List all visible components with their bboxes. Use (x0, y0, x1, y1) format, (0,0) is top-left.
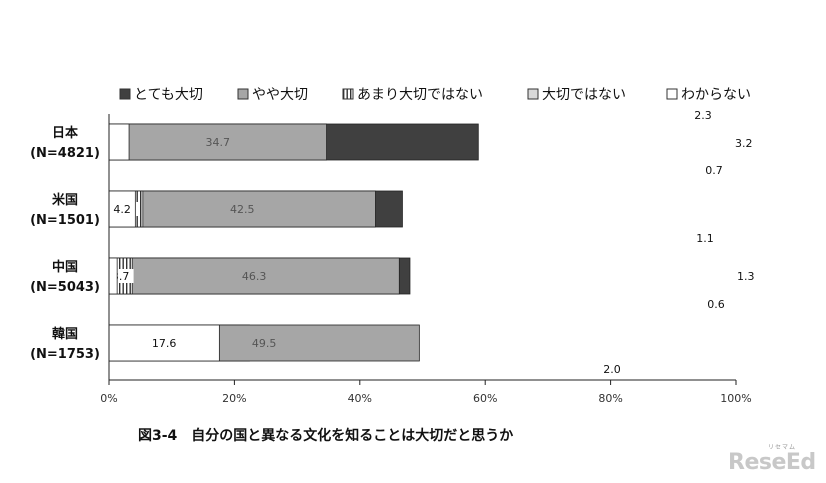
legend-label: やや大切 (252, 87, 308, 103)
category-label: 韓国 (52, 326, 78, 342)
data-label: 34.7 (206, 136, 231, 149)
x-tick-label: 60% (473, 392, 497, 405)
category-n-label: (N=4821) (30, 146, 100, 161)
x-tick-label: 0% (100, 392, 117, 405)
category-label: 中国 (52, 259, 78, 275)
legend-label: わからない (681, 87, 751, 103)
x-tick-label: 20% (222, 392, 246, 405)
legend-label: あまり大切ではない (357, 87, 483, 103)
data-label: 2.3 (694, 109, 712, 122)
category-labels: 日本 (N=4821) 米国 (N=1501) 中国 (N=5043) 韓国 (N=1753) (30, 125, 100, 362)
watermark-subtext: リセマム (768, 444, 797, 451)
x-axis: 0% 20% 40% 60% 80% 100% (100, 114, 752, 405)
data-label: 1.1 (696, 232, 714, 245)
legend-swatch (237, 88, 249, 100)
data-label: 1.3 (737, 270, 755, 283)
category-label: 米国 (52, 192, 78, 208)
legend-label: 大切ではない (542, 87, 626, 103)
bar-segment (108, 190, 376, 228)
category-n-label: (N=1501) (30, 213, 100, 228)
plot-area: 58.934.72.30.73.246.842.55.41.14.248.046… (107, 109, 755, 376)
data-label: 46.3 (242, 270, 267, 283)
category-n-label: (N=5043) (30, 280, 100, 295)
data-label: 17.6 (152, 337, 177, 350)
figure-caption: 図3-4 自分の国と異なる文化を知ることは大切だと思うか (138, 428, 514, 444)
x-tick-label: 40% (348, 392, 372, 405)
bar-segment (108, 257, 118, 295)
legend-swatch (119, 88, 131, 100)
watermark-text: ReseEd (728, 450, 816, 475)
bar-segment (108, 123, 327, 161)
bar-segment (108, 123, 130, 161)
data-label: 0.7 (705, 164, 723, 177)
category-label: 日本 (52, 125, 78, 141)
x-tick-label: 100% (720, 392, 751, 405)
bar-segment (108, 324, 220, 362)
data-label: 0.6 (707, 298, 725, 311)
data-label: 4.2 (113, 203, 131, 216)
data-label: 2.0 (603, 363, 621, 376)
legend-label: とても大切 (134, 87, 203, 103)
x-tick-label: 80% (598, 392, 622, 405)
legend-swatch (527, 88, 539, 100)
category-n-label: (N=1753) (30, 347, 100, 362)
legend-swatch (666, 88, 678, 100)
watermark-logo: リセマム ReseEd (728, 444, 820, 478)
chart-legend: とても大切 やや大切 あまり大切ではない 大切ではない わからない (119, 87, 751, 103)
bar-segment (108, 257, 400, 295)
data-label: 42.5 (230, 203, 255, 216)
top-band (0, 0, 826, 56)
legend-swatch (342, 88, 354, 100)
data-label: 49.5 (252, 337, 277, 350)
data-label: 3.2 (735, 137, 753, 150)
